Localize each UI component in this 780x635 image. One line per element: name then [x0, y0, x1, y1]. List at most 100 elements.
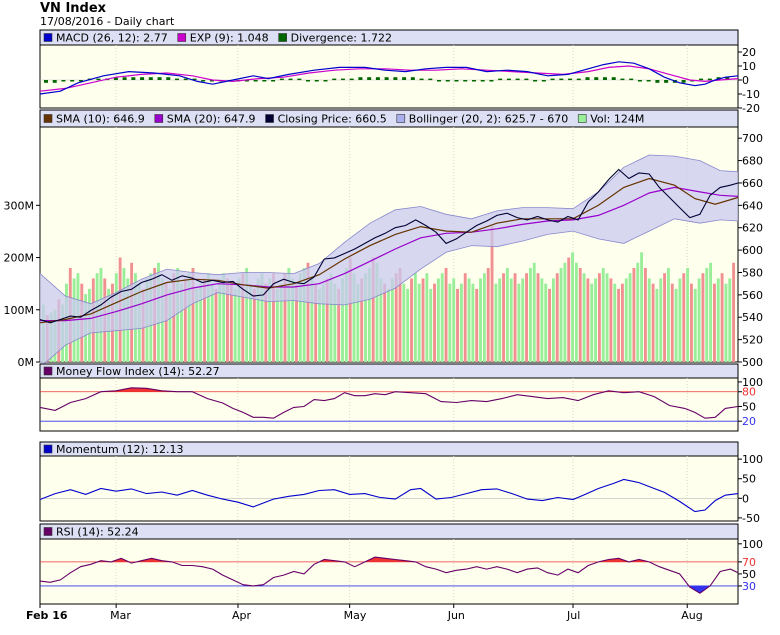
- divergence-bar: [175, 78, 180, 81]
- momentum-ytick-label-0: 100: [742, 453, 763, 466]
- divergence-bar: [611, 77, 616, 80]
- volume-bar: [456, 288, 459, 362]
- volume-bar: [509, 278, 513, 362]
- volume-bar: [268, 278, 272, 362]
- volume-bar: [705, 268, 709, 362]
- volume-bar: [210, 283, 214, 362]
- volume-bar: [482, 273, 486, 362]
- volume-bar: [479, 278, 482, 362]
- rsi-legend-strip: [39, 523, 739, 540]
- volume-bar: [199, 283, 203, 362]
- mfi-line: [39, 387, 739, 419]
- macd-legend-swatch-1: [177, 33, 187, 42]
- macd-legend-swatch-2: [278, 33, 287, 42]
- x-tick-label-2: Apr: [232, 609, 252, 622]
- volume-bar: [609, 278, 613, 362]
- volume-bar: [410, 278, 413, 362]
- volume-bar: [379, 278, 383, 362]
- divergence-bar: [183, 78, 188, 81]
- mfi-ytick-label-2: 50: [742, 400, 756, 413]
- volume-bar: [203, 278, 206, 362]
- volume-bar: [226, 278, 229, 362]
- vol-tick-label-2: 100M: [4, 304, 35, 317]
- volume-bar: [678, 278, 682, 362]
- divergence-bar: [44, 80, 48, 83]
- divergence-bar: [140, 77, 145, 80]
- volume-bar: [536, 273, 540, 362]
- divergence-bar: [576, 78, 581, 81]
- volume-bar: [467, 278, 471, 362]
- volume-bar: [295, 283, 298, 362]
- volume-bar: [264, 283, 268, 362]
- volume-bar: [475, 288, 479, 362]
- divergence-bar: [550, 78, 555, 81]
- x-axis: Feb 16 Mar Apr May Jun Jul Aug: [26, 604, 703, 622]
- momentum-plot-area: [39, 455, 739, 522]
- momentum-ytick-label-2: 0: [742, 492, 749, 505]
- price-ytick-label-2: 660: [742, 177, 763, 190]
- volume-bar: [448, 283, 452, 362]
- divergence-bar: [602, 77, 607, 80]
- divergence-bar: [707, 78, 712, 81]
- volume-bar: [371, 257, 375, 362]
- volume-bar: [452, 278, 456, 362]
- divergence-bar: [157, 77, 162, 80]
- volume-bar: [333, 283, 337, 362]
- divergence-bar: [541, 80, 546, 82]
- volume-bar: [402, 283, 406, 362]
- price-legend-swatch-2: [265, 114, 274, 123]
- macd-ytick-label-2: 0: [742, 74, 749, 87]
- divergence-bar: [428, 78, 433, 81]
- volume-bar: [417, 283, 421, 362]
- volume-bar: [578, 268, 582, 362]
- vol-tick-label-0: 300M: [4, 199, 35, 212]
- volume-bar: [291, 278, 295, 362]
- macd-ytick-label-3: -10: [742, 88, 760, 101]
- mfi-ytick-label-0: 100: [742, 376, 763, 389]
- divergence-bar: [445, 80, 450, 82]
- volume-bar: [191, 268, 195, 362]
- divergence-bar: [681, 80, 686, 83]
- volume-bar: [245, 268, 249, 362]
- volume-bar: [544, 283, 548, 362]
- volume-bar: [421, 278, 425, 362]
- x-tick-label-3: May: [344, 609, 367, 622]
- divergence-bar: [410, 77, 415, 80]
- volume-bar: [613, 283, 617, 362]
- volume-bar: [180, 283, 183, 362]
- divergence-bar: [332, 78, 337, 81]
- volume-bar: [272, 273, 275, 362]
- divergence-bar: [699, 78, 704, 81]
- volume-bar: [237, 278, 241, 362]
- divergence-bar: [568, 78, 573, 81]
- volume-bar: [601, 268, 605, 362]
- price-legend-label-0: SMA (10): 646.9: [56, 113, 145, 126]
- volume-bar: [528, 268, 532, 362]
- volume-bar: [628, 273, 632, 362]
- volume-bar: [486, 268, 490, 362]
- volume-bar: [436, 278, 440, 362]
- divergence-bar: [113, 77, 118, 80]
- divergence-bar: [122, 77, 127, 80]
- sma20-line: [40, 186, 739, 322]
- panels: MACD (26, 12): 2.77 EXP (9): 1.048 Diverge…: [4, 29, 763, 605]
- volume-bar: [287, 268, 291, 362]
- divergence-bar: [166, 77, 171, 80]
- volume-bar: [502, 273, 505, 362]
- volume-bar: [548, 288, 551, 362]
- divergence-bar: [314, 80, 319, 82]
- volume-bar: [617, 288, 621, 362]
- mfi-legend-label-0: Money Flow Index (14): 52.27: [56, 365, 220, 378]
- momentum-ytick-label-1: 50: [742, 473, 756, 486]
- volume-bar: [525, 273, 528, 362]
- volume-bar: [187, 273, 191, 362]
- divergence-bar: [471, 80, 476, 82]
- chart-subtitle: 17/08/2016 - Daily chart: [40, 15, 175, 28]
- volume-bar: [505, 268, 509, 362]
- rsi-ytick-label-3: 30: [742, 580, 756, 593]
- divergence-bar: [192, 78, 197, 81]
- divergence-bar: [646, 80, 651, 82]
- price-ytick-label-5: 600: [742, 244, 763, 257]
- price-legend-swatch-1: [154, 114, 164, 123]
- volume-bar: [283, 273, 287, 362]
